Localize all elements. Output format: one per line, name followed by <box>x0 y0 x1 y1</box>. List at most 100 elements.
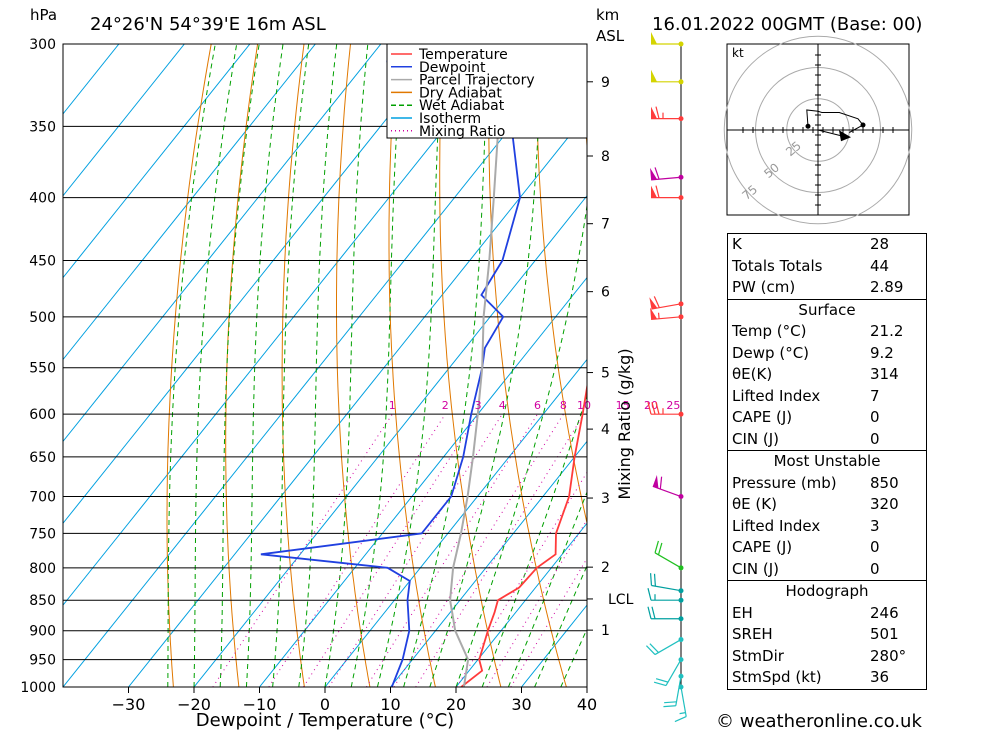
most-unstable-row: CAPE (J) 0 <box>732 538 880 556</box>
wet-adiabat-line <box>534 564 587 687</box>
wind-barb-tick <box>654 540 659 553</box>
parcel-trajectory-line <box>449 44 513 687</box>
x-tick-label: −30 <box>112 695 146 714</box>
surface-row: Temp (°C) 21.2 <box>732 322 904 340</box>
mixing-ratio-line <box>415 413 585 687</box>
wind-barb-tick <box>645 645 656 655</box>
wind-barb-staff <box>651 316 682 321</box>
wet-adiabat-line <box>403 44 490 687</box>
legend-entry: Isotherm <box>419 111 481 127</box>
wet-adiabat-line <box>481 393 587 687</box>
mixing-ratio-label: 4 <box>499 399 506 412</box>
isotherm-line <box>63 44 251 279</box>
hodograph-row: EH 246 <box>732 603 899 622</box>
hodograph-unit: kt <box>732 46 744 60</box>
pressure-tick-label: 800 <box>29 561 56 577</box>
mixing-ratio-line <box>393 413 564 687</box>
x-axis-label: Dewpoint / Temperature (°C) <box>196 710 454 731</box>
most-unstable-row: CIN (J) 0 <box>732 559 880 578</box>
wet-adiabat-line <box>193 44 238 687</box>
wind-barb-tick <box>663 705 676 708</box>
wind-barb-staff <box>654 639 682 656</box>
height-unit-asl: ASL <box>596 27 625 45</box>
wind-barb-tick <box>649 573 653 586</box>
wet-adiabat-line <box>350 44 404 687</box>
wet-adiabat-line <box>245 44 284 687</box>
hodograph-stats-title: Hodograph <box>785 582 869 600</box>
mixing-ratio-label: 20 <box>644 399 658 412</box>
surface-row: Dewp (°C) 9.2 <box>732 343 894 362</box>
mixing-ratio-label: 8 <box>560 399 567 412</box>
mixing-ratio-line <box>328 413 503 687</box>
stat-row-pw: PW (cm) 2.89 <box>732 278 904 296</box>
pressure-tick-label: 350 <box>29 119 56 135</box>
stat-row-totals: Totals Totals 44 <box>732 256 890 275</box>
most-unstable-title: Most Unstable <box>773 452 881 470</box>
wet-adiabat-line <box>167 44 216 687</box>
wind-barbs <box>645 32 687 723</box>
wind-barb-flag <box>650 307 658 320</box>
wind-barb-tick <box>653 296 660 308</box>
wind-barb-tick <box>651 402 656 415</box>
pressure-unit-label: hPa <box>30 6 57 24</box>
surface-box: Surface Temp (°C) 21.2 Dewp (°C) 9.2 θE(K)… <box>727 298 927 451</box>
legend-entry: Parcel Trajectory <box>419 73 535 89</box>
pressure-tick-label: 550 <box>29 361 56 377</box>
temperature-line <box>460 382 587 687</box>
legend-entry: Dry Adiabat <box>419 85 502 101</box>
legend-entry: Wet Adiabat <box>419 98 505 114</box>
x-tick-label: 40 <box>577 695 597 714</box>
mixing-ratio-label: 1 <box>389 399 396 412</box>
isotherm-line <box>63 44 316 361</box>
pressure-tick-label: 900 <box>29 624 56 640</box>
wind-barb-tick <box>655 402 660 415</box>
mixing-ratio-line <box>456 471 587 687</box>
wind-barb-tick <box>647 606 652 619</box>
isotherm-line <box>390 440 587 687</box>
wind-barb-staff <box>675 676 682 706</box>
dry-adiabat-line <box>954 44 1000 687</box>
wind-barb-flag <box>650 167 658 180</box>
wind-barb-tick <box>653 573 656 587</box>
dry-adiabat-line <box>225 44 259 687</box>
height-tick-label: 2 <box>601 560 610 576</box>
pressure-tick-label: 500 <box>29 310 56 326</box>
hodograph-end-dot <box>860 122 866 128</box>
pressure-tick-label: 700 <box>29 490 56 506</box>
wind-barb-flag <box>651 69 657 82</box>
stats-panel: K 28 Totals Totals 44 PW (cm) 2.89 Surface … <box>727 233 927 690</box>
location-title: 24°26'N 54°39'E 16m ASL <box>90 14 326 35</box>
wind-barb-tick <box>655 678 669 683</box>
pressure-tick-label: 300 <box>29 37 56 53</box>
isotherm-line <box>63 44 120 115</box>
pressure-tick-label: 450 <box>29 254 56 270</box>
isotherm-line <box>63 44 513 606</box>
isotherm-line <box>455 522 587 687</box>
isotherm-line <box>324 358 587 687</box>
wind-barb-staff <box>654 552 682 569</box>
storm-motion-vector <box>817 129 844 137</box>
hodograph-stats-box: Hodograph EH 246 SREH 501 StmDir 280° StmSp… <box>727 580 927 690</box>
wet-adiabat-line <box>376 44 444 687</box>
pressure-tick-label: 850 <box>29 593 56 609</box>
isobars <box>63 43 587 688</box>
most-unstable-row: Lifted Index 3 <box>732 516 880 535</box>
most-unstable-row: Pressure (mb) 850 <box>732 473 899 492</box>
legend-entry: Dewpoint <box>419 60 486 76</box>
axes: 3003504004505005506006507007508008509009… <box>20 37 633 714</box>
mixing-ratio-label: 25 <box>666 399 680 412</box>
height-tick-label: 6 <box>601 285 610 301</box>
x-tick-label: 10 <box>380 695 400 714</box>
mixing-ratio-line <box>510 557 587 687</box>
pressure-tick-label: 1000 <box>20 680 56 696</box>
height-tick-label: 5 <box>601 366 610 382</box>
isotherm-line <box>63 44 578 687</box>
wind-barb-staff <box>651 176 682 181</box>
isotherm-line <box>63 44 382 443</box>
pressure-tick-label: 950 <box>29 653 56 669</box>
pressure-tick-label: 650 <box>29 450 56 466</box>
legend-entry: Temperature <box>418 47 508 63</box>
hodograph-row: StmDir 280° <box>732 646 907 665</box>
